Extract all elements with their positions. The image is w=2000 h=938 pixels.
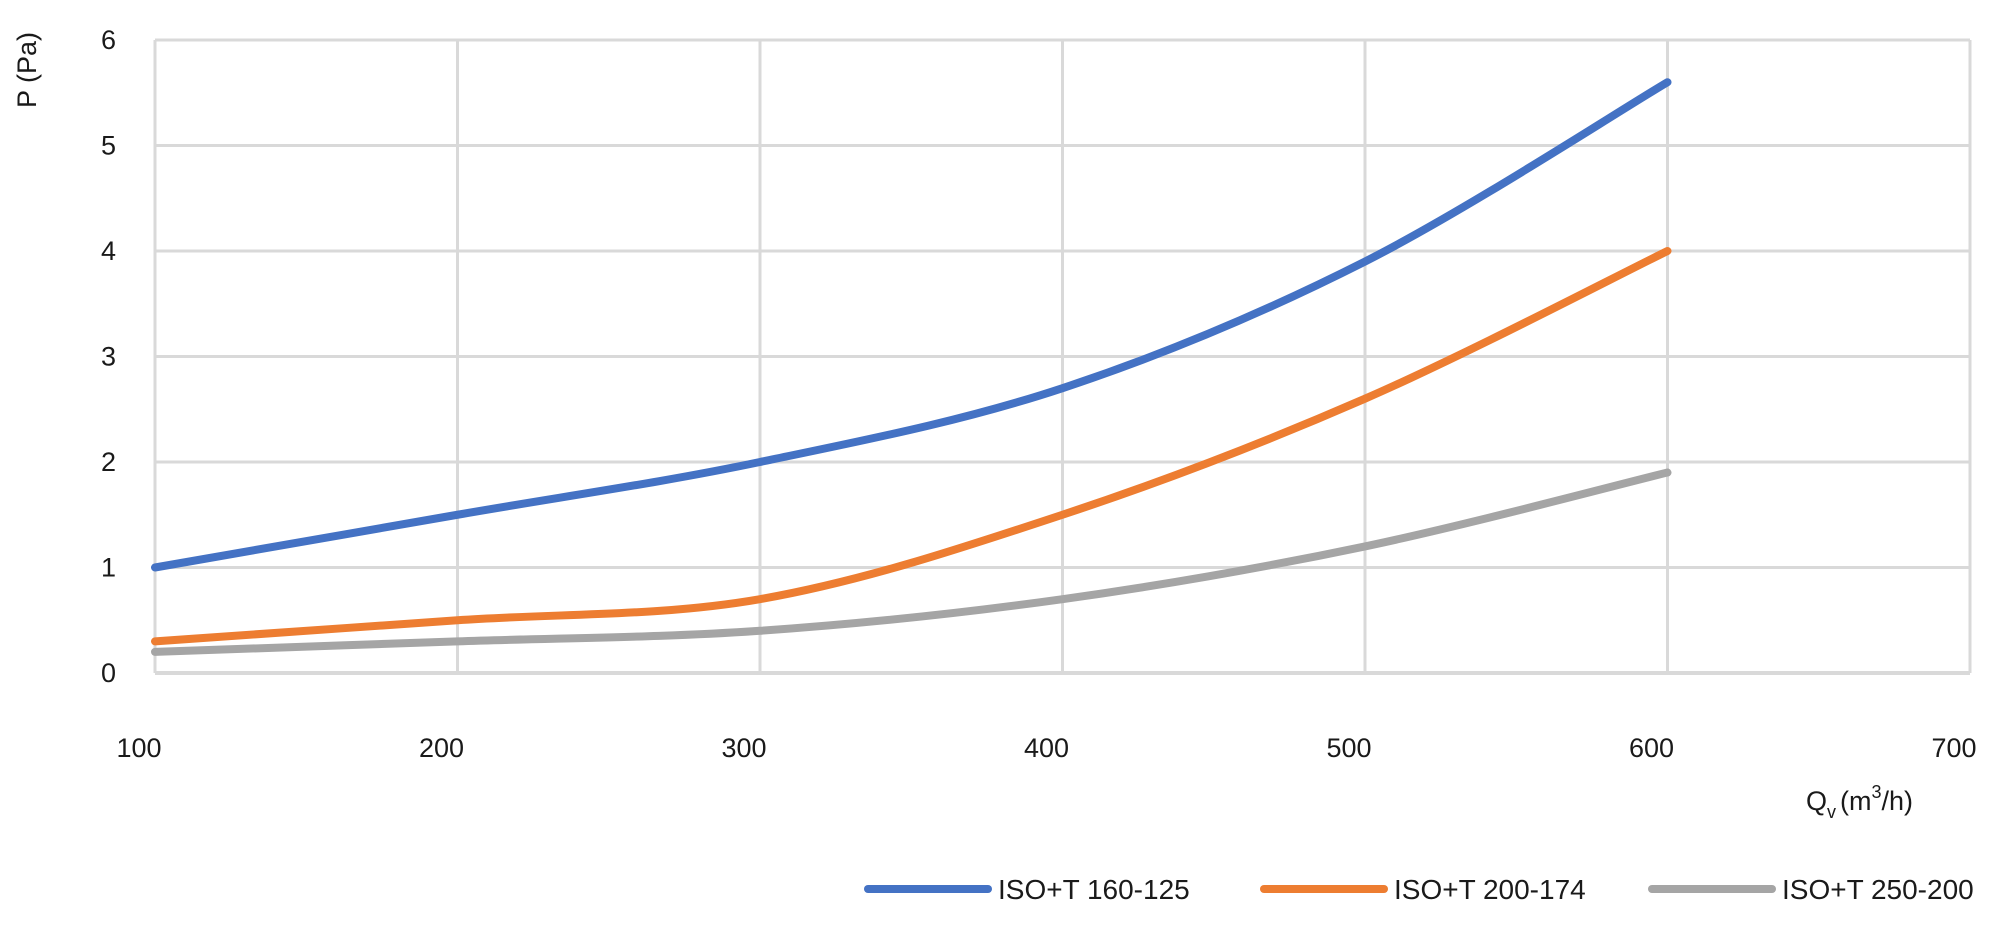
x-tick-label: 200 — [419, 733, 464, 763]
chart-series — [151, 78, 1672, 656]
x-axis-label: Qv (m3/h) — [1806, 782, 1913, 822]
x-axis-label-subscript: v — [1827, 802, 1836, 822]
x-axis-ticks: 100 200 300 400 500 600 700 — [116, 733, 1976, 763]
x-tick-label: 300 — [721, 733, 766, 763]
series-line-2 — [151, 247, 1672, 646]
y-axis-ticks: 0 1 2 3 4 5 6 — [101, 25, 116, 688]
x-tick-label: 600 — [1629, 733, 1674, 763]
x-tick-label: 400 — [1024, 733, 1069, 763]
legend-label-3: ISO+T 250-200 — [1782, 874, 1974, 905]
chart-legend: ISO+T 160-125 ISO+T 200-174 ISO+T 250-200 — [864, 874, 1974, 905]
y-tick-label: 2 — [101, 447, 116, 477]
x-tick-label: 100 — [116, 733, 161, 763]
y-axis-label: P (Pa) — [12, 32, 42, 108]
y-tick-label: 1 — [101, 553, 116, 583]
y-tick-label: 5 — [101, 131, 116, 161]
series-line-3 — [151, 468, 1672, 656]
legend-label-1: ISO+T 160-125 — [998, 874, 1190, 905]
series-line-1 — [151, 78, 1672, 572]
x-axis-label-superscript: 3 — [1872, 782, 1882, 802]
legend-label-2: ISO+T 200-174 — [1394, 874, 1586, 905]
y-tick-label: 3 — [101, 342, 116, 372]
x-axis-label-post: /h) — [1882, 786, 1914, 816]
x-tick-label: 500 — [1326, 733, 1371, 763]
chart-grid — [153, 38, 1972, 675]
y-tick-label: 6 — [101, 25, 116, 55]
x-axis-label-base: Q — [1806, 786, 1827, 816]
x-tick-label: 700 — [1931, 733, 1976, 763]
y-tick-label: 0 — [101, 658, 116, 688]
x-axis-label-pre: (m — [1840, 786, 1871, 816]
y-tick-label: 4 — [101, 236, 116, 266]
